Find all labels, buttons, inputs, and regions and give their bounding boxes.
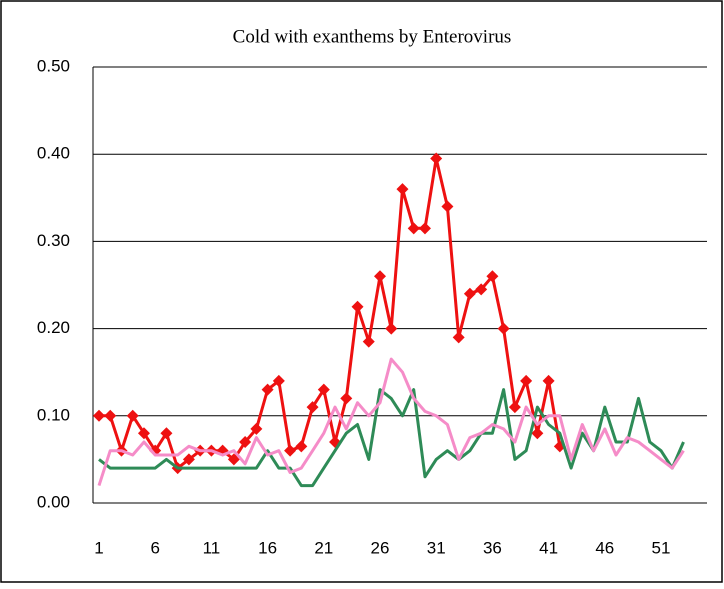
x-tick-label: 46 [595,538,614,557]
x-tick-label: 6 [150,538,159,557]
data-point [463,287,476,300]
x-tick-label: 41 [539,538,558,557]
data-point [306,401,319,414]
data-point [497,322,510,335]
data-point [441,200,454,213]
y-tick-label: 0.30 [37,231,70,250]
data-point [340,392,353,405]
y-tick-label: 0.20 [37,318,70,337]
data-point [531,427,544,440]
chart-title: Cold with exanthems by Enterovirus [233,26,512,47]
data-point [452,331,465,344]
data-point [126,409,139,422]
data-point [250,422,263,435]
x-tick-label: 31 [427,538,446,557]
x-tick-label: 36 [483,538,502,557]
x-tick-label: 1 [94,538,103,557]
data-point [160,427,173,440]
data-point [93,409,105,422]
data-point [407,222,420,235]
data-point [137,427,150,440]
series-line [97,357,685,487]
x-tick-label: 16 [258,538,277,557]
y-tick-label: 0.10 [37,405,70,424]
series-line [98,388,685,488]
data-point [430,152,443,165]
data-point [362,335,375,348]
data-point [239,435,252,448]
data-point [418,222,431,235]
x-tick-label: 26 [371,538,390,557]
data-point [520,374,533,387]
data-point [475,283,488,296]
data-point [317,383,330,396]
data-point [261,383,274,396]
data-point [508,401,521,414]
data-point [542,374,555,387]
data-point [396,183,409,196]
data-point [104,409,117,422]
x-tick-label: 21 [314,538,333,557]
data-point [272,374,285,387]
x-tick-label: 11 [203,538,221,557]
y-tick-label: 0.40 [37,144,70,163]
y-tick-label: 0.50 [37,56,70,75]
data-point [284,444,297,457]
data-point [182,453,195,466]
y-tick-label: 0.00 [37,492,70,511]
data-point [295,440,308,453]
data-point [351,300,364,313]
x-tick-label: 51 [652,538,671,557]
data-point [486,270,499,283]
data-point [385,322,398,335]
data-point [374,270,386,283]
